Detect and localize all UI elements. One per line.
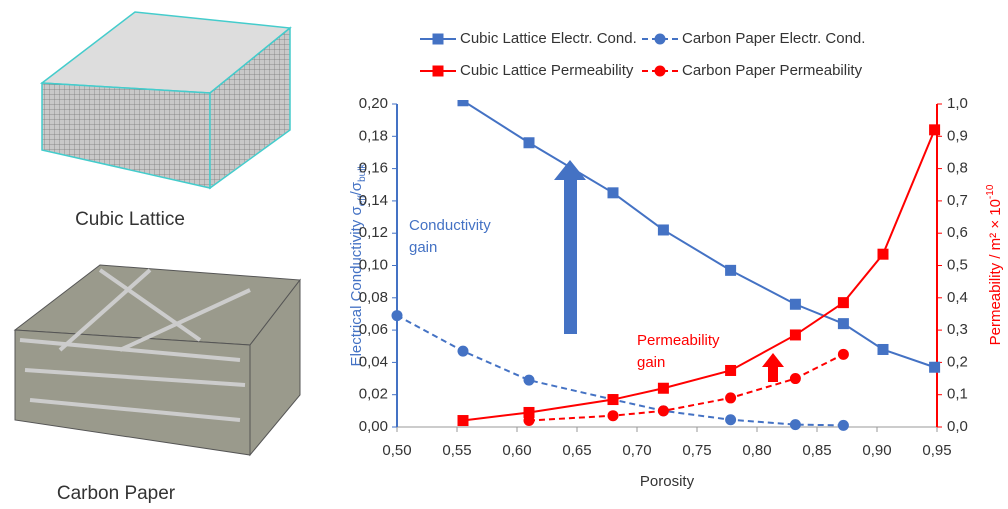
permeability-gain-arrow <box>762 353 784 382</box>
y2-tick-label: 0,0 <box>947 418 968 435</box>
marker <box>608 410 619 421</box>
annotation: Permeability <box>637 332 720 349</box>
marker <box>878 344 889 355</box>
marker <box>392 310 403 321</box>
plot-area <box>392 95 941 431</box>
y2-axis-label: Permeability / m² × 10-10 <box>985 184 1004 345</box>
marker <box>655 34 666 45</box>
y-tick-label: 0,18 <box>359 127 388 144</box>
conductivity-gain-arrow <box>554 160 586 334</box>
y2-tick-label: 0,1 <box>947 386 968 403</box>
marker <box>524 375 535 386</box>
y2-tick-label: 0,8 <box>947 160 968 177</box>
y-tick-label: 0,08 <box>359 289 388 306</box>
x-tick-label: 0,70 <box>622 442 651 459</box>
y2-tick-label: 0,5 <box>947 256 968 273</box>
legend-label: Carbon Paper Permeability <box>682 62 863 79</box>
annotation: Conductivity <box>409 217 491 234</box>
legend-label: Cubic Lattice Permeability <box>460 62 634 79</box>
caption: Carbon Paper <box>57 483 176 504</box>
marker <box>790 329 801 340</box>
cubic-lattice-image <box>42 12 290 188</box>
annotation: gain <box>637 354 665 371</box>
y-tick-label: 0,02 <box>359 386 388 403</box>
annotation: gain <box>409 239 437 256</box>
marker <box>838 349 849 360</box>
x-tick-label: 0,50 <box>382 442 411 459</box>
marker <box>608 394 619 405</box>
legend-label: Carbon Paper Electr. Cond. <box>682 30 865 47</box>
y-tick-label: 0,04 <box>359 353 388 370</box>
y-tick-label: 0,06 <box>359 321 388 338</box>
marker <box>658 405 669 416</box>
y2-tick-label: 0,3 <box>947 321 968 338</box>
marker <box>929 124 940 135</box>
marker <box>725 392 736 403</box>
marker <box>458 95 469 106</box>
x-tick-label: 0,60 <box>502 442 531 459</box>
x-tick-label: 0,55 <box>442 442 471 459</box>
x-tick-label: 0,80 <box>742 442 771 459</box>
y-tick-label: 0,12 <box>359 224 388 241</box>
marker <box>725 365 736 376</box>
marker <box>655 66 666 77</box>
x-tick-label: 0,90 <box>862 442 891 459</box>
y-tick-label: 0,14 <box>359 192 388 209</box>
marker <box>725 414 736 425</box>
images-panel: Cubic Lattice Carbon Paper <box>0 0 330 509</box>
caption: Cubic Lattice <box>75 209 185 230</box>
marker <box>790 419 801 430</box>
y-tick-label: 0,00 <box>359 418 388 435</box>
x-tick-label: 0,75 <box>682 442 711 459</box>
x-tick-label: 0,85 <box>802 442 831 459</box>
page: Cubic Lattice Carbon Paper Porosity Elec… <box>0 0 1008 509</box>
carbon-paper-image <box>15 265 300 455</box>
y-tick-label: 0,16 <box>359 160 388 177</box>
x-tick-label: 0,95 <box>922 442 951 459</box>
marker <box>878 249 889 260</box>
y2-tick-label: 0,6 <box>947 224 968 241</box>
marker <box>658 383 669 394</box>
marker <box>433 34 444 45</box>
marker <box>790 373 801 384</box>
marker <box>725 265 736 276</box>
marker <box>524 137 535 148</box>
y-tick-label: 0,20 <box>359 95 388 112</box>
x-tick-label: 0,65 <box>562 442 591 459</box>
marker <box>458 346 469 357</box>
chart: Porosity Electrical Conductivity σeff/σb… <box>330 0 1008 509</box>
y-tick-label: 0,10 <box>359 256 388 273</box>
series-line <box>463 130 935 421</box>
y2-tick-label: 0,7 <box>947 192 968 209</box>
marker <box>524 415 535 426</box>
marker <box>458 415 469 426</box>
marker <box>838 297 849 308</box>
legend-label: Cubic Lattice Electr. Cond. <box>460 30 637 47</box>
series-line <box>529 354 843 420</box>
marker <box>838 318 849 329</box>
marker <box>929 362 940 373</box>
marker <box>608 187 619 198</box>
marker <box>658 224 669 235</box>
x-axis-label: Porosity <box>640 473 695 490</box>
y2-tick-label: 1,0 <box>947 95 968 112</box>
y2-tick-label: 0,4 <box>947 289 968 306</box>
marker <box>790 299 801 310</box>
marker <box>838 420 849 431</box>
y2-tick-label: 0,9 <box>947 127 968 144</box>
marker <box>433 66 444 77</box>
y2-tick-label: 0,2 <box>947 353 968 370</box>
